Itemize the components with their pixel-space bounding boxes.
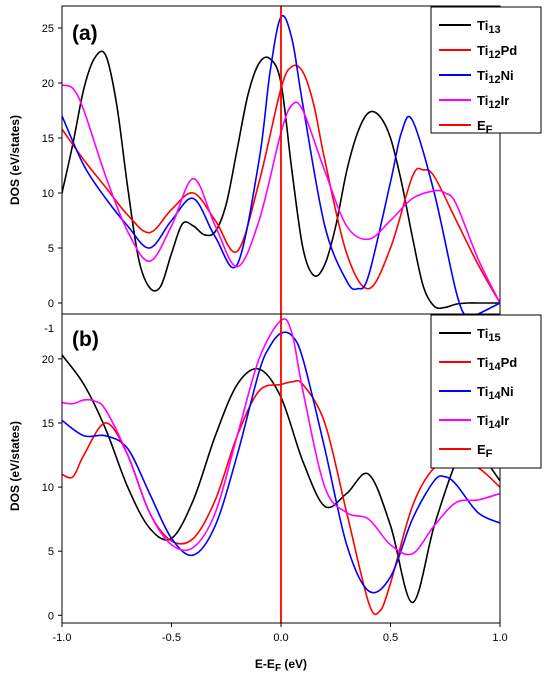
panel-a-ytick-label: 0: [48, 298, 54, 310]
panel-b-ytick-label: 20: [42, 354, 54, 366]
panel-b: 0 5 10 15 20 -1 -1.0 -0.5 0.0 0.5 1.0 (b) DOS (eV…: [8, 313, 542, 674]
panel-b-xtick-label: 0.5: [383, 632, 398, 644]
panel-b-ytick-label: 5: [48, 546, 54, 558]
panel-a-yaxis: 0 5 10 15 20 25: [42, 23, 62, 310]
panel-a-ylabel: DOS (eV/states): [8, 115, 22, 205]
panel-a-series-ti12ni-line: [62, 14, 500, 314]
panel-b-xtick-label: -0.5: [162, 632, 181, 644]
panel-a-plot: [62, 6, 500, 314]
panel-a-legend-label-ti12ir: Ti12Ir: [477, 93, 509, 111]
panel-b-yaxis: 0 5 10 15 20 -1: [42, 323, 62, 622]
panel-a-ytick-label: 15: [42, 133, 54, 145]
panel-b-plot: [62, 314, 500, 623]
panel-b-ytick-label-top: -1: [44, 323, 54, 335]
panel-b-legend-label-ti14pd: Ti14Pd: [477, 355, 517, 373]
panel-a-legend-box: [430, 6, 542, 134]
panel-b-legend-label-ti15: Ti15: [477, 326, 501, 344]
panel-b-series-ti15-line: [62, 354, 500, 604]
panel-b-legend: Ti15 Ti14Pd Ti14Ni Ti14Ir EF: [430, 314, 542, 469]
panel-a-legend-label-ti12ni: Ti12Ni: [477, 68, 514, 86]
panel-a-ytick-label: 20: [42, 78, 54, 90]
panel-a-legend-label-ef: EF: [477, 118, 493, 136]
panel-a: 0 5 10 15 20 25 (a) DOS (eV/states) Ti13 Ti12P…: [8, 5, 542, 315]
panel-b-xtick-label: 1.0: [492, 632, 507, 644]
panel-b-xlabel: E-EF (eV): [255, 657, 307, 674]
panel-a-ytick-label: 5: [48, 243, 54, 255]
panel-b-xtick-label: 0.0: [273, 632, 288, 644]
panel-a-legend-label-ti12pd: Ti12Pd: [477, 43, 517, 61]
panel-a-legend: Ti13 Ti12Pd Ti12Ni Ti12Ir EF: [430, 6, 542, 136]
panel-b-series-ti14ir-line: [62, 318, 500, 556]
panel-b-xtick-label: -1.0: [53, 632, 72, 644]
panel-b-legend-label-ti14ir: Ti14Ir: [477, 413, 509, 431]
panel-b-ytick-label: 10: [42, 482, 54, 494]
panel-b-legend-label-ti14ni: Ti14Ni: [477, 384, 514, 402]
panel-b-ytick-label: 0: [48, 610, 54, 622]
panel-a-ytick-label: 10: [42, 188, 54, 200]
panel-a-ytick-label: 25: [42, 23, 54, 35]
panel-b-legend-label-ef: EF: [477, 442, 493, 460]
panel-a-series-ti12ir-line: [62, 84, 500, 304]
panel-a-label: (a): [72, 22, 98, 45]
panel-b-ytick-label: 15: [42, 418, 54, 430]
panel-b-label: (b): [72, 328, 99, 351]
panel-b-series-ti14ni-line: [62, 331, 500, 594]
panel-a-legend-label-ti13: Ti13: [477, 18, 501, 36]
panel-b-ylabel: DOS (eV/states): [8, 421, 22, 511]
panel-b-xaxis: -1.0 -0.5 0.0 0.5 1.0: [53, 623, 508, 644]
